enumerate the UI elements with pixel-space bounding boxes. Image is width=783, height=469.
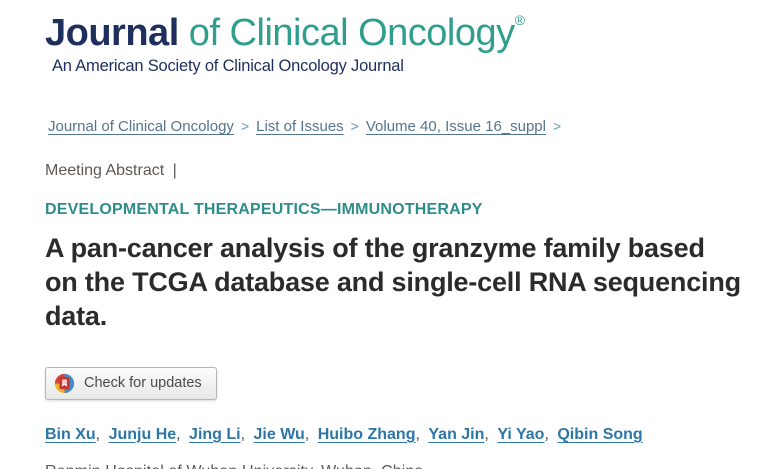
breadcrumb: Journal of Clinical Oncology > List of Iss… (48, 118, 743, 135)
author-separator: , (176, 425, 181, 443)
crossmark-icon (54, 373, 75, 394)
author-link[interactable]: Huibo Zhang (317, 425, 416, 443)
author-list: Bin Xu, Junju He, Jing Li, Jie Wu, Huibo… (45, 426, 743, 444)
author-link[interactable]: Bin Xu (45, 425, 96, 443)
author-separator: , (95, 425, 101, 443)
article-type-line: Meeting Abstract | (45, 162, 743, 180)
registered-trademark-icon: ® (514, 12, 525, 28)
breadcrumb-link-list-of-issues[interactable]: List of Issues (256, 117, 344, 135)
article-type-divider: | (172, 161, 177, 179)
journal-tagline: An American Society of Clinical Oncology… (52, 56, 404, 75)
article-type-label: Meeting Abstract (45, 161, 165, 179)
affiliation-text: Renmin Hospital of Wuhan University, Wuh… (45, 463, 743, 469)
author-link[interactable]: Jie Wu (253, 425, 305, 443)
breadcrumb-separator-icon: > (240, 117, 250, 134)
journal-logo[interactable]: Journal of Clinical Oncology® (45, 12, 743, 56)
author-link[interactable]: Yan Jin (428, 425, 485, 443)
author-link[interactable]: Yi Yao (497, 425, 545, 443)
session-category-heading: DEVELOPMENTAL THERAPEUTICS—IMMUNOTHERAPY (45, 200, 483, 218)
breadcrumb-separator-icon: > (552, 117, 562, 134)
author-separator: , (304, 425, 310, 443)
breadcrumb-separator-icon: > (350, 117, 359, 134)
breadcrumb-link-journal[interactable]: Journal of Clinical Oncology (48, 117, 234, 135)
author-separator: , (415, 425, 420, 443)
author-link[interactable]: Jing Li (189, 425, 241, 443)
author-separator: , (484, 425, 489, 443)
logo-rest-text: of Clinical Oncology (178, 12, 515, 54)
check-for-updates-button[interactable]: Check for updates (45, 366, 217, 400)
check-for-updates-label: Check for updates (84, 375, 202, 392)
author-separator: , (240, 425, 246, 443)
article-title: A pan-cancer analysis of the granzyme fa… (45, 232, 741, 331)
author-link[interactable]: Qibin Song (557, 425, 643, 443)
breadcrumb-link-volume-issue[interactable]: Volume 40, Issue 16_suppl (365, 117, 546, 135)
author-link[interactable]: Junju He (108, 425, 177, 443)
author-separator: , (544, 425, 549, 443)
logo-word-journal: Journal (45, 12, 179, 54)
